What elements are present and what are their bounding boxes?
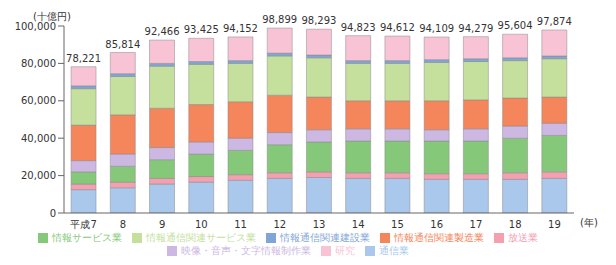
svg-text:20,000: 20,000 bbox=[21, 170, 56, 181]
svg-text:92,466: 92,466 bbox=[145, 26, 180, 37]
svg-text:19: 19 bbox=[548, 219, 561, 230]
svg-text:94,823: 94,823 bbox=[341, 22, 376, 33]
svg-text:14: 14 bbox=[352, 219, 365, 230]
html-text:情報通信関連サービス業: 情報通信関連サービス業 bbox=[146, 232, 256, 243]
svg-text:40,000: 40,000 bbox=[21, 133, 56, 144]
svg-text:16: 16 bbox=[430, 219, 443, 230]
svg-text:97,874: 97,874 bbox=[537, 16, 572, 27]
svg-text:(十億円): (十億円) bbox=[33, 11, 71, 22]
svg-text:80,000: 80,000 bbox=[21, 58, 56, 69]
svg-text:94,152: 94,152 bbox=[223, 23, 258, 34]
svg-text:85,814: 85,814 bbox=[105, 39, 140, 50]
svg-text:100,000: 100,000 bbox=[15, 21, 56, 32]
svg-text:95,604: 95,604 bbox=[498, 20, 533, 31]
html-text:情報通信関連建設業: 情報通信関連建設業 bbox=[280, 232, 370, 243]
svg-text:8: 8 bbox=[120, 219, 126, 230]
svg-text:12: 12 bbox=[273, 219, 286, 230]
html-text:研究: 研究 bbox=[335, 245, 355, 256]
svg-text:98,293: 98,293 bbox=[301, 15, 336, 26]
svg-text:(年): (年) bbox=[580, 217, 598, 228]
svg-text:平成7: 平成7 bbox=[70, 219, 96, 230]
html-text:情報通信関連製造業: 情報通信関連製造業 bbox=[394, 232, 484, 243]
svg-text:98,899: 98,899 bbox=[262, 14, 297, 25]
svg-text:18: 18 bbox=[509, 219, 522, 230]
html-text:情報サービス業: 情報サービス業 bbox=[52, 232, 122, 243]
html-text:映像・音声・文字情報制作業: 映像・音声・文字情報制作業 bbox=[181, 245, 311, 256]
svg-text:60,000: 60,000 bbox=[21, 95, 56, 106]
svg-text:15: 15 bbox=[391, 219, 404, 230]
svg-text:13: 13 bbox=[313, 219, 326, 230]
svg-text:78,221: 78,221 bbox=[66, 53, 101, 64]
svg-text:93,425: 93,425 bbox=[184, 24, 219, 35]
svg-text:94,279: 94,279 bbox=[458, 23, 493, 34]
svg-text:11: 11 bbox=[234, 219, 247, 230]
html-text:通信業: 通信業 bbox=[379, 245, 409, 256]
svg-text:94,612: 94,612 bbox=[380, 22, 415, 33]
svg-text:0: 0 bbox=[50, 208, 56, 219]
svg-text:9: 9 bbox=[159, 219, 165, 230]
svg-text:17: 17 bbox=[470, 219, 483, 230]
html-text:放送業: 放送業 bbox=[508, 232, 538, 243]
svg-text:10: 10 bbox=[195, 219, 208, 230]
svg-text:94,109: 94,109 bbox=[419, 23, 454, 34]
